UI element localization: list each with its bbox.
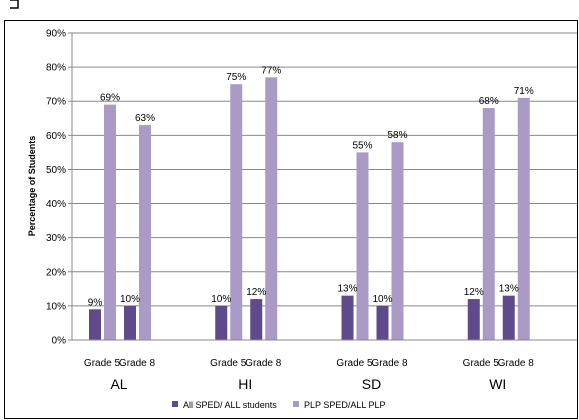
data-label: 75% <box>226 72 246 83</box>
group-label: HI <box>238 376 252 392</box>
legend-label-plp: PLP SPED/ALL PLP <box>304 400 386 410</box>
data-label: 13% <box>337 284 357 295</box>
legend: All SPED/ ALL students PLP SPED/ALL PLP <box>172 400 386 410</box>
bar-plp <box>482 108 495 341</box>
data-label: 10% <box>120 294 140 305</box>
y-tick-label: 30% <box>46 233 66 244</box>
y-tick-label: 0% <box>52 336 67 347</box>
category-label: Grade 5 <box>336 358 373 369</box>
bar-plp <box>265 77 278 340</box>
data-label: 10% <box>211 294 231 305</box>
category-label: Grade 8 <box>119 358 156 369</box>
category-label: Grade 5 <box>210 358 247 369</box>
bar-sped <box>215 305 228 340</box>
y-axis-ticks: 0% 10% 20% 30% 40% 50% 60% 70% 80% 90% <box>46 29 72 347</box>
category-label: Grade 5 <box>463 358 500 369</box>
category-label: Grade 5 <box>84 358 121 369</box>
bar-plp <box>356 152 369 340</box>
chart-border <box>4 20 578 419</box>
data-label: 63% <box>135 113 155 124</box>
legend-swatch-sped <box>172 401 178 407</box>
data-labels: 9% 69% 10% 63% 10% 75% 12% 77% 13% 55% 10% 58% 12% 68… <box>88 65 534 308</box>
group-label: WI <box>489 376 506 392</box>
y-tick-label: 60% <box>46 131 66 142</box>
data-label: 10% <box>372 294 392 305</box>
y-tick-label: 70% <box>46 97 66 108</box>
bars <box>89 77 530 341</box>
y-tick-label: 50% <box>46 165 66 176</box>
y-tick-label: 10% <box>46 301 66 312</box>
group-label: AL <box>110 376 127 392</box>
bar-sped <box>89 309 101 340</box>
data-label: 68% <box>479 96 499 107</box>
data-label: 12% <box>246 287 266 298</box>
category-label: Grade 8 <box>498 358 535 369</box>
data-label: 55% <box>352 140 372 151</box>
data-label: 77% <box>261 65 281 76</box>
y-tick-label: 20% <box>46 267 66 278</box>
data-label: 9% <box>88 297 103 308</box>
bar-plp <box>230 84 243 341</box>
bar-sped <box>376 305 389 340</box>
bar-plp <box>391 142 404 340</box>
group-label: SD <box>362 376 381 392</box>
bar-sped <box>341 295 354 340</box>
y-axis-label: Percentage of Students <box>27 136 37 237</box>
data-label: 69% <box>100 93 120 104</box>
y-tick-label: 90% <box>46 29 66 40</box>
legend-label-sped: All SPED/ ALL students <box>183 400 277 410</box>
bar-sped <box>502 295 515 340</box>
bar-sped <box>467 299 480 340</box>
data-label: 58% <box>387 130 407 141</box>
y-tick-label: 80% <box>46 63 66 74</box>
bar-sped <box>250 299 263 340</box>
data-label: 13% <box>499 284 519 295</box>
category-label: Grade 8 <box>245 358 282 369</box>
y-tick-label: 40% <box>46 199 66 210</box>
bar-plp <box>104 104 116 340</box>
bar-plp <box>139 125 151 340</box>
legend-swatch-plp <box>293 401 299 407</box>
data-label: 12% <box>464 287 484 298</box>
bar-plp <box>517 97 530 340</box>
bar-sped <box>124 305 136 340</box>
data-label: 71% <box>514 86 534 97</box>
category-label: Grade 8 <box>371 358 408 369</box>
partial-chart-title <box>10 0 19 9</box>
